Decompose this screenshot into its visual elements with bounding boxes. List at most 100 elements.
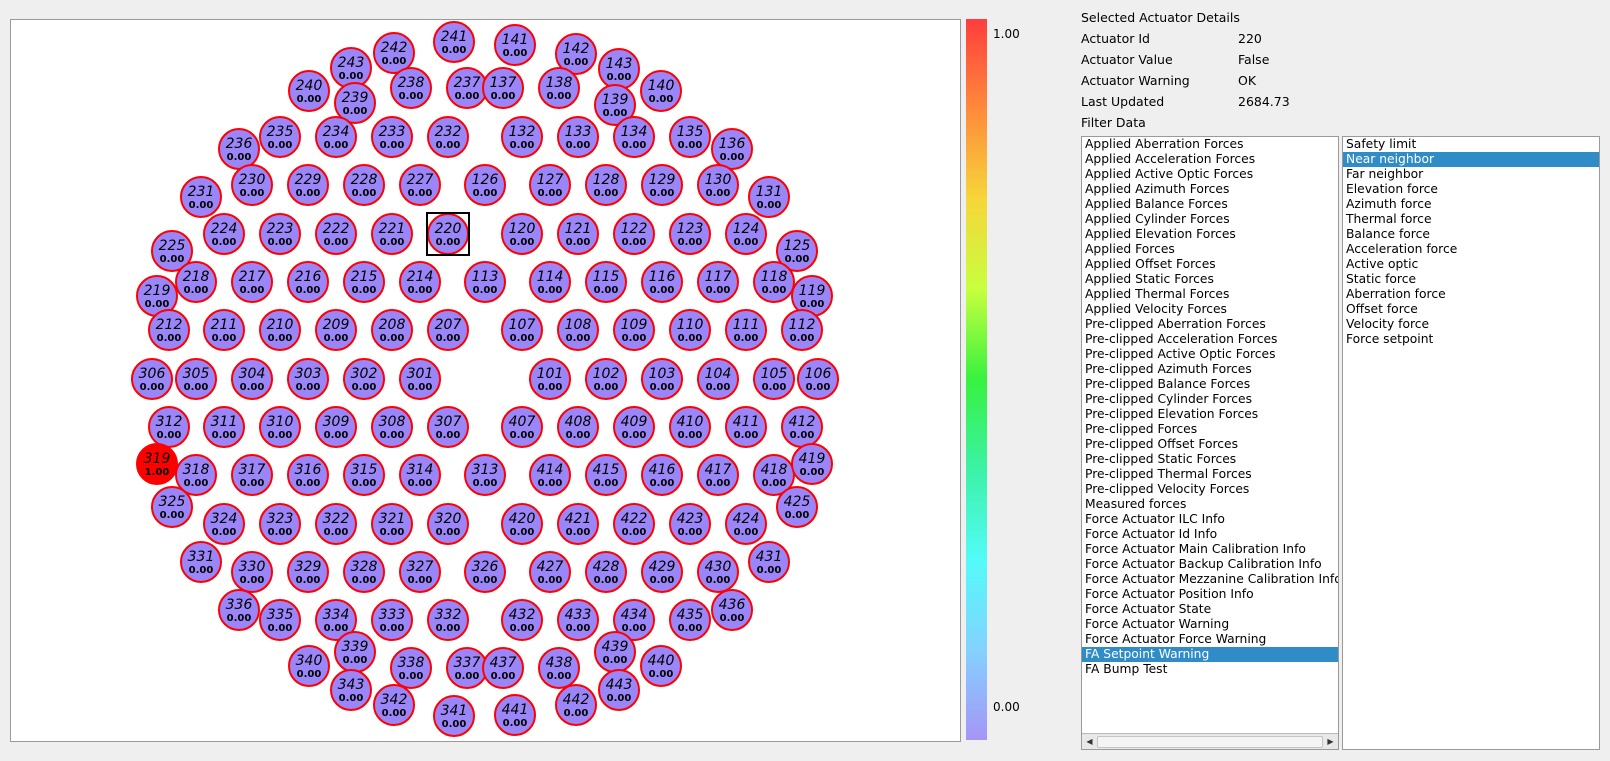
topic-list-item[interactable]: Applied Thermal Forces (1085, 287, 1230, 301)
actuator-circle[interactable] (557, 599, 599, 641)
actuator-circle[interactable] (529, 164, 571, 206)
actuator-circle[interactable] (427, 309, 469, 351)
actuator-circle[interactable] (557, 503, 599, 545)
actuator-circle[interactable] (315, 213, 357, 255)
actuator-circle[interactable] (259, 406, 301, 448)
topic-list[interactable]: Applied Aberration Forces Applied Acceler… (1081, 136, 1339, 750)
actuator-map-svg[interactable]: 2410.001410.002420.001420.002430.001430.… (11, 20, 960, 741)
topic-list-item[interactable]: Pre-clipped Acceleration Forces (1085, 332, 1278, 346)
actuator-circle[interactable] (427, 599, 469, 641)
topic-list-item[interactable]: Force Actuator Main Calibration Info (1085, 542, 1306, 556)
field-list-item[interactable]: Active optic (1346, 257, 1419, 271)
actuator-circle[interactable] (585, 164, 627, 206)
topic-list-item[interactable]: Applied Acceleration Forces (1085, 152, 1256, 166)
actuator-circle[interactable] (390, 67, 432, 109)
actuator-circle[interactable] (494, 24, 536, 66)
actuator-circle[interactable] (529, 261, 571, 303)
actuator-circle[interactable] (697, 454, 739, 496)
actuator-circle[interactable] (399, 164, 441, 206)
actuator-circle[interactable] (641, 551, 683, 593)
topic-list-item[interactable]: Applied Forces (1085, 242, 1175, 256)
actuator-circle[interactable] (753, 454, 795, 496)
actuator-circle[interactable] (697, 551, 739, 593)
actuator-circle[interactable] (371, 213, 413, 255)
actuator-circle[interactable] (641, 261, 683, 303)
actuator-circle[interactable] (598, 669, 640, 711)
actuator-circle[interactable] (287, 454, 329, 496)
actuator-circle[interactable] (343, 454, 385, 496)
field-list-item[interactable]: Static force (1346, 272, 1417, 286)
actuator-circle[interactable] (315, 599, 357, 641)
actuator-circle[interactable] (669, 116, 711, 158)
actuator-map-plot[interactable]: 241 0.00 141 0.00 242 0.00 142 0.00 243 0.00 143 0.… (10, 19, 961, 742)
topic-list-item[interactable]: Applied Azimuth Forces (1085, 182, 1230, 196)
actuator-circle[interactable] (585, 454, 627, 496)
actuator-circle[interactable] (131, 358, 173, 400)
field-list-item[interactable]: Offset force (1346, 302, 1418, 316)
actuator-circle[interactable] (641, 358, 683, 400)
actuator-circle[interactable] (669, 213, 711, 255)
topic-list-item[interactable]: Pre-clipped Elevation Forces (1085, 407, 1259, 421)
actuator-circle[interactable] (776, 230, 818, 272)
topic-list-item[interactable]: Applied Static Forces (1085, 272, 1214, 286)
actuator-circle[interactable] (557, 309, 599, 351)
topic-list-item[interactable]: Pre-clipped Aberration Forces (1085, 317, 1266, 331)
actuator-circle[interactable] (555, 684, 597, 726)
actuator-circle[interactable] (538, 67, 580, 109)
actuator-circle[interactable] (748, 541, 790, 583)
actuator-circle[interactable] (613, 406, 655, 448)
field-list-item[interactable]: Aberration force (1346, 287, 1446, 301)
actuator-circle[interactable] (711, 589, 753, 631)
actuator-circle[interactable] (259, 116, 301, 158)
topic-list-item[interactable]: Applied Offset Forces (1085, 257, 1216, 271)
actuator-circle[interactable] (203, 406, 245, 448)
actuator-circle[interactable] (427, 406, 469, 448)
field-list[interactable]: Safety limit Near neighbor Far neighbor Ele… (1342, 136, 1600, 750)
actuator-circle[interactable] (259, 309, 301, 351)
field-list-item[interactable]: Thermal force (1346, 212, 1432, 226)
actuator-circle[interactable] (343, 261, 385, 303)
actuator-circle[interactable] (203, 213, 245, 255)
actuator-circle[interactable] (288, 70, 330, 112)
actuator-circle[interactable] (669, 309, 711, 351)
field-list-item[interactable]: Near neighbor (1343, 152, 1599, 167)
actuator-circle[interactable] (371, 116, 413, 158)
actuator-circle[interactable] (231, 551, 273, 593)
actuator-circle[interactable] (791, 443, 833, 485)
actuator-circle[interactable] (136, 443, 178, 485)
